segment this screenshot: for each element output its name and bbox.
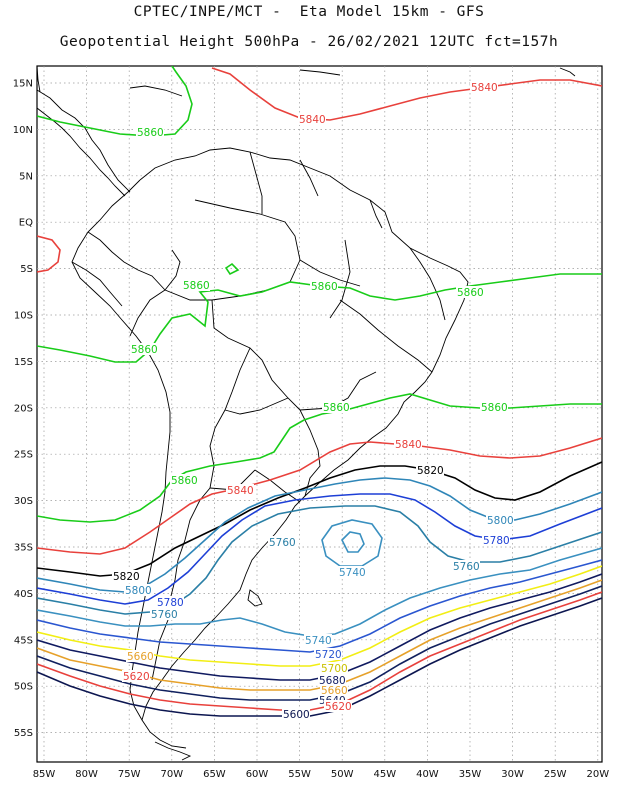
- map-title-field: Geopotential Height 500hPa - 26/02/2021 …: [59, 34, 559, 50]
- label-5800: 5800: [487, 515, 514, 527]
- lon-tick-label: 75W: [118, 769, 141, 780]
- contour-5840-mid: [37, 437, 602, 555]
- label-5860: 5860: [183, 280, 210, 292]
- lon-tick-label: 65W: [203, 769, 226, 780]
- label-5860: 5860: [481, 402, 508, 414]
- lon-tick-label: 80W: [75, 769, 98, 780]
- longitude-labels: 85W 80W 75W 70W 65W 60W 55W 50W 45W 40W 35W 30W 25W 2…: [33, 769, 610, 780]
- lon-tick-label: 35W: [459, 769, 482, 780]
- lon-tick-label: 40W: [416, 769, 439, 780]
- lat-tick-label: 55S: [14, 728, 33, 739]
- label-5760: 5760: [269, 537, 296, 549]
- label-5860: 5860: [137, 127, 164, 139]
- contour-5860-south: [37, 393, 602, 523]
- label-5700: 5700: [321, 663, 348, 675]
- lat-tick-label: 10S: [14, 311, 33, 322]
- lon-tick-label: 85W: [33, 769, 56, 780]
- contour-5860-north: [37, 66, 193, 137]
- lat-tick-label: 25S: [14, 450, 33, 461]
- label-5620: 5620: [123, 671, 150, 683]
- contour-labels: 5840 5840 5860 5860 5860 5860 5860 5860 …: [112, 81, 514, 721]
- label-5860: 5860: [311, 281, 338, 293]
- label-5840: 5840: [471, 82, 498, 94]
- lat-tick-label: 40S: [14, 589, 33, 600]
- lat-tick-label: 20S: [14, 403, 33, 414]
- contour-5600: [37, 597, 602, 717]
- lon-tick-label: 70W: [160, 769, 183, 780]
- contour-5840-equator: [37, 235, 61, 273]
- label-5860: 5860: [131, 344, 158, 356]
- contour-5740-inner: [341, 531, 365, 553]
- lat-tick-label: EQ: [19, 218, 33, 229]
- lon-tick-label: 45W: [373, 769, 396, 780]
- lat-tick-label: 35S: [14, 543, 33, 554]
- map-title-model: CPTEC/INPE/MCT - Eta Model 15km - GFS: [133, 4, 485, 20]
- label-5620: 5620: [325, 701, 352, 713]
- label-5820: 5820: [417, 465, 444, 477]
- lon-tick-label: 60W: [246, 769, 269, 780]
- lat-tick-label: 15N: [13, 79, 33, 90]
- lat-tick-label: 10N: [13, 125, 33, 136]
- label-5760: 5760: [453, 561, 480, 573]
- contour-5740-wide: [37, 547, 602, 637]
- label-5840: 5840: [227, 485, 254, 497]
- lat-tick-label: 5S: [20, 264, 33, 275]
- label-5740: 5740: [305, 635, 332, 647]
- lat-tick-label: 50S: [14, 682, 33, 693]
- lat-tick-label: 30S: [14, 496, 33, 507]
- lon-tick-label: 20W: [586, 769, 609, 780]
- contour-5840-north: [211, 67, 602, 121]
- contour-5820: [37, 461, 602, 577]
- label-5780: 5780: [157, 597, 184, 609]
- label-5840: 5840: [299, 114, 326, 126]
- label-5600: 5600: [283, 709, 310, 721]
- lon-tick-label: 50W: [331, 769, 354, 780]
- lat-tick-label: 5N: [19, 171, 33, 182]
- label-5860: 5860: [171, 475, 198, 487]
- label-5840: 5840: [395, 439, 422, 451]
- label-5720: 5720: [315, 649, 342, 661]
- label-5660: 5660: [127, 651, 154, 663]
- graticule: [37, 66, 602, 762]
- contour-5860-small: [224, 262, 240, 276]
- lon-tick-label: 30W: [501, 769, 524, 780]
- label-5780: 5780: [483, 535, 510, 547]
- label-5820: 5820: [113, 571, 140, 583]
- label-5760: 5760: [151, 609, 178, 621]
- contour-5740-low: [321, 519, 383, 567]
- latitude-labels: 15N 10N 5N EQ 5S 10S 15S 20S 25S 30S 35S 40S 45S 50S 5…: [13, 79, 33, 740]
- lon-tick-label: 25W: [544, 769, 567, 780]
- label-5740: 5740: [339, 567, 366, 579]
- lon-tick-label: 55W: [288, 769, 311, 780]
- label-5860: 5860: [323, 402, 350, 414]
- label-5860: 5860: [457, 287, 484, 299]
- lat-tick-label: 45S: [14, 635, 33, 646]
- label-5800: 5800: [125, 585, 152, 597]
- lat-tick-label: 15S: [14, 357, 33, 368]
